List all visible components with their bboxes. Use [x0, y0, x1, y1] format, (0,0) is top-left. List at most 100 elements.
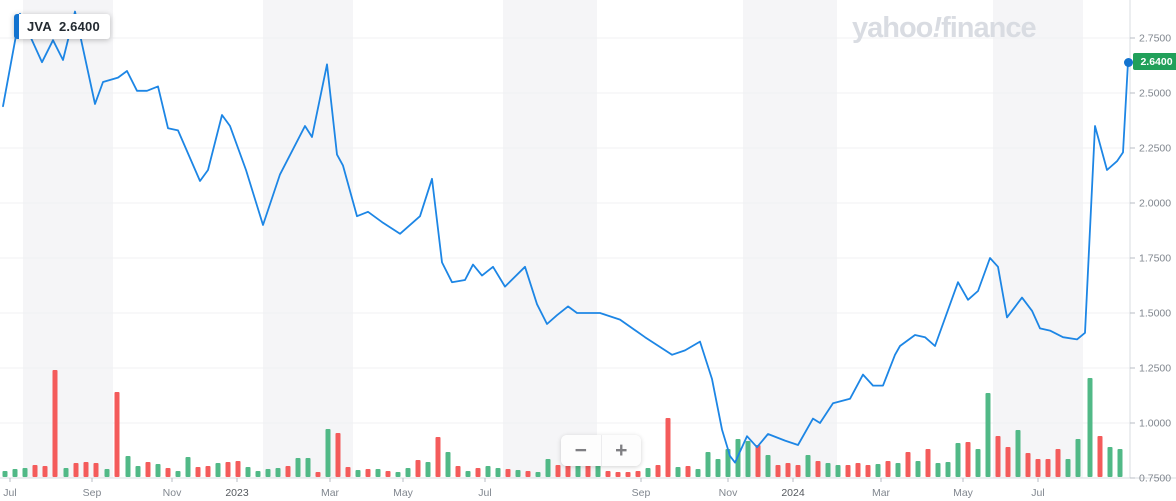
- volume-bar: [1005, 447, 1011, 477]
- volume-bar: [515, 470, 521, 477]
- volume-bar: [195, 467, 201, 477]
- volume-bar: [405, 468, 411, 477]
- volume-bar: [275, 468, 281, 477]
- x-axis-label: Nov: [163, 487, 182, 499]
- volume-bar: [1055, 449, 1061, 477]
- volume-bar: [815, 461, 821, 477]
- background-stripe: [503, 0, 597, 478]
- logo-exclamation: !: [932, 12, 942, 44]
- volume-bar: [365, 469, 371, 477]
- y-axis-label: 1.5000: [1139, 308, 1171, 320]
- volume-bar: [505, 469, 511, 477]
- volume-bar: [1045, 459, 1051, 477]
- x-axis-label: Sep: [632, 487, 651, 499]
- volume-bar: [995, 436, 1001, 477]
- x-axis-label: Jul: [3, 487, 16, 499]
- background-stripe: [23, 0, 113, 478]
- volume-bar: [1097, 436, 1103, 477]
- volume-bar: [785, 463, 791, 477]
- x-axis-label: Jul: [1031, 487, 1044, 499]
- volume-bar: [1065, 459, 1071, 477]
- volume-bar: [1075, 439, 1081, 477]
- volume-bar: [525, 471, 531, 477]
- background-stripe: [743, 0, 837, 478]
- volume-bar: [855, 463, 861, 477]
- price-line: [2, 10, 1129, 464]
- volume-bar: [185, 457, 191, 477]
- volume-bar: [545, 459, 551, 477]
- volume-bar: [1015, 430, 1021, 477]
- volume-bar: [415, 460, 421, 477]
- volume-bar: [435, 437, 441, 477]
- volume-bar: [985, 393, 991, 477]
- volume-bar: [745, 441, 751, 477]
- volume-bar: [795, 465, 801, 477]
- volume-bar: [935, 463, 941, 477]
- volume-bar: [675, 467, 681, 477]
- volume-bar: [565, 464, 571, 477]
- volume-bar: [595, 463, 601, 477]
- volume-bar: [2, 471, 8, 477]
- volume-bar: [575, 463, 581, 477]
- volume-bar: [355, 470, 361, 477]
- volume-bar: [335, 433, 341, 477]
- volume-bar: [865, 465, 871, 477]
- volume-bar: [885, 461, 891, 477]
- volume-bar: [63, 468, 69, 477]
- volume-bar: [475, 468, 481, 477]
- volume-bar: [255, 471, 261, 477]
- current-price-badge: 2.6400: [1133, 53, 1176, 70]
- volume-bar: [1087, 378, 1093, 477]
- y-axis-label: 2.7500: [1139, 33, 1171, 45]
- zoom-in-button[interactable]: +: [601, 435, 641, 466]
- volume-bar: [845, 465, 851, 477]
- volume-bar: [305, 458, 311, 477]
- volume-bar: [83, 462, 89, 477]
- y-axis-label: 1.7500: [1139, 253, 1171, 265]
- volume-bar: [42, 466, 48, 477]
- volume-bar: [155, 464, 161, 477]
- symbol-label: JVA: [27, 19, 52, 34]
- volume-bar: [655, 465, 661, 477]
- volume-bar: [605, 471, 611, 477]
- volume-bar: [495, 468, 501, 477]
- y-axis-label: 1.0000: [1139, 418, 1171, 430]
- volume-bar: [765, 455, 771, 477]
- background-stripe: [263, 0, 353, 478]
- y-axis-label: 1.2500: [1139, 363, 1171, 375]
- x-axis-label: May: [393, 487, 414, 499]
- background-stripe: [993, 0, 1083, 478]
- last-price-dot: [1123, 57, 1133, 67]
- volume-bar: [1117, 449, 1123, 477]
- volume-bar: [1025, 453, 1031, 477]
- volume-bar: [905, 452, 911, 477]
- volume-bar: [104, 469, 110, 477]
- volume-bar: [445, 452, 451, 477]
- volume-bar: [265, 469, 271, 477]
- volume-bar: [875, 464, 881, 477]
- volume-bar: [295, 458, 301, 477]
- volume-bar: [205, 466, 211, 477]
- volume-bar: [455, 466, 461, 477]
- x-axis-label: Mar: [321, 487, 340, 499]
- volume-bar: [945, 462, 951, 477]
- zoom-controls: − +: [561, 435, 641, 466]
- volume-bar: [52, 370, 58, 477]
- volume-bar: [165, 468, 171, 477]
- y-axis-label: 0.7500: [1139, 473, 1171, 485]
- volume-bar: [925, 449, 931, 477]
- tooltip-price-value: 2.6400: [58, 19, 100, 34]
- zoom-out-button[interactable]: −: [561, 435, 602, 466]
- tooltip-accent-bar: [14, 14, 19, 39]
- volume-bar: [285, 466, 291, 477]
- volume-bar: [73, 463, 79, 477]
- volume-bar: [555, 465, 561, 477]
- volume-bar: [805, 455, 811, 477]
- x-axis-label: Sep: [83, 487, 102, 499]
- volume-bar: [895, 463, 901, 477]
- volume-bar: [345, 467, 351, 477]
- volume-bar: [175, 471, 181, 477]
- volume-bar: [465, 471, 471, 477]
